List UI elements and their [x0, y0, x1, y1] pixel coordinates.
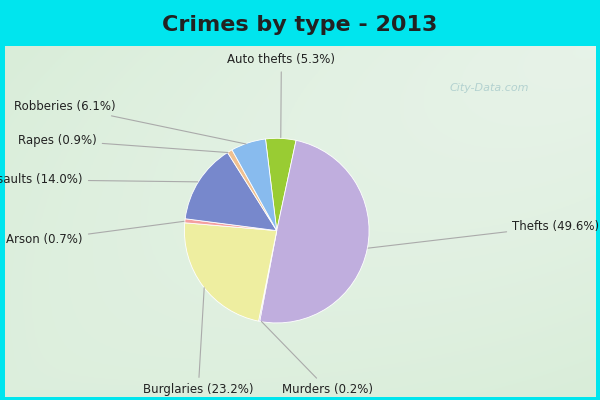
Text: Burglaries (23.2%): Burglaries (23.2%)	[143, 288, 254, 396]
Text: Rapes (0.9%): Rapes (0.9%)	[18, 134, 228, 152]
Wedge shape	[260, 140, 369, 323]
Text: Arson (0.7%): Arson (0.7%)	[7, 221, 184, 246]
Wedge shape	[259, 231, 277, 321]
Text: Crimes by type - 2013: Crimes by type - 2013	[163, 15, 437, 35]
Wedge shape	[184, 223, 277, 321]
Wedge shape	[227, 150, 277, 231]
Text: Robberies (6.1%): Robberies (6.1%)	[14, 100, 246, 144]
Text: Assaults (14.0%): Assaults (14.0%)	[0, 173, 198, 186]
Text: City-Data.com: City-Data.com	[449, 83, 529, 93]
Text: Murders (0.2%): Murders (0.2%)	[262, 322, 373, 396]
Text: Auto thefts (5.3%): Auto thefts (5.3%)	[227, 53, 335, 138]
Wedge shape	[185, 219, 277, 231]
Wedge shape	[232, 139, 277, 231]
Text: Thefts (49.6%): Thefts (49.6%)	[368, 220, 599, 248]
Wedge shape	[185, 152, 277, 231]
Wedge shape	[265, 138, 296, 231]
